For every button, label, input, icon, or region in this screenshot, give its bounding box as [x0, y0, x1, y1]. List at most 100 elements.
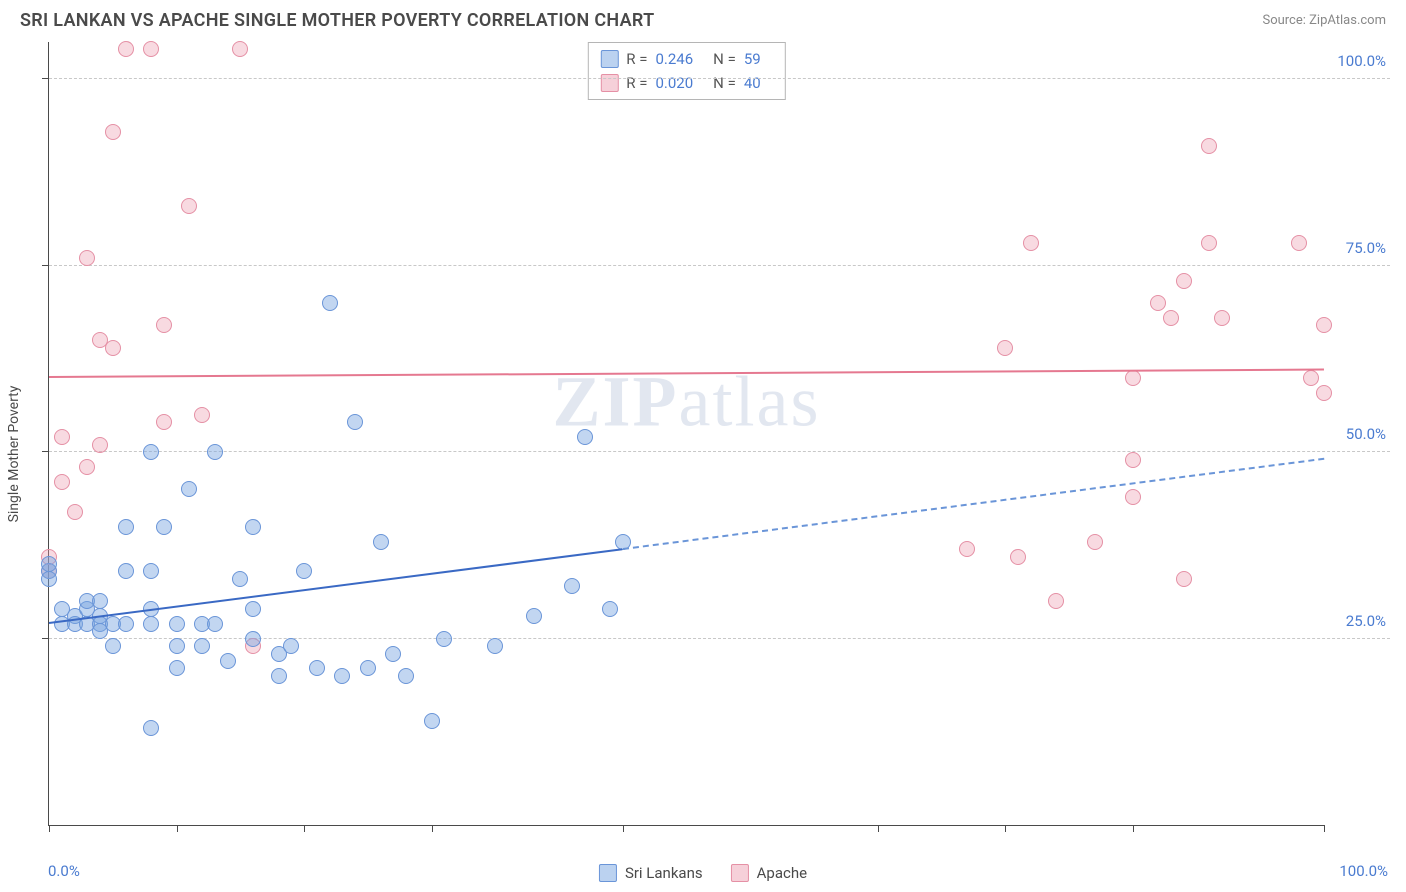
point-srilankan — [194, 638, 210, 654]
y-tick-label: 100.0% — [1337, 52, 1386, 70]
stat-n-a: 59 — [744, 47, 761, 71]
point-srilankan — [322, 295, 338, 311]
point-apache — [194, 407, 210, 423]
point-apache — [54, 474, 70, 490]
point-srilankan — [283, 638, 299, 654]
point-apache — [1176, 273, 1192, 289]
point-srilankan — [245, 631, 261, 647]
x-tick — [177, 825, 178, 832]
point-srilankan — [487, 638, 503, 654]
legend-label-a: Sri Lankans — [625, 864, 703, 882]
point-srilankan — [245, 601, 261, 617]
point-srilankan — [271, 668, 287, 684]
point-srilankan — [143, 720, 159, 736]
point-srilankan — [373, 534, 389, 550]
y-tick-label: 50.0% — [1346, 425, 1386, 443]
point-apache — [1010, 549, 1026, 565]
point-srilankan — [118, 563, 134, 579]
point-apache — [156, 414, 172, 430]
point-srilankan — [564, 578, 580, 594]
x-tick — [1324, 825, 1325, 832]
point-apache — [1125, 489, 1141, 505]
point-srilankan — [232, 571, 248, 587]
point-apache — [67, 504, 83, 520]
point-srilankan — [181, 481, 197, 497]
point-srilankan — [118, 519, 134, 535]
gridline — [49, 451, 1390, 452]
point-srilankan — [207, 616, 223, 632]
point-srilankan — [143, 563, 159, 579]
x-tick — [623, 825, 624, 832]
point-apache — [156, 317, 172, 333]
point-apache — [959, 541, 975, 557]
point-srilankan — [156, 519, 172, 535]
point-apache — [1291, 235, 1307, 251]
point-srilankan — [360, 660, 376, 676]
legend-swatch-b-icon — [731, 864, 749, 882]
point-srilankan — [118, 616, 134, 632]
gridline — [49, 265, 1390, 266]
point-apache — [997, 340, 1013, 356]
point-srilankan — [41, 571, 57, 587]
point-apache — [1176, 571, 1192, 587]
stats-legend: R = 0.246 N = 59 R = 0.020 N = 40 — [587, 42, 785, 100]
legend-bottom: Sri Lankans Apache — [599, 864, 807, 882]
point-apache — [1316, 385, 1332, 401]
point-apache — [1163, 310, 1179, 326]
point-srilankan — [436, 631, 452, 647]
x-tick — [304, 825, 305, 832]
point-apache — [118, 41, 134, 57]
stat-r-a: 0.246 — [655, 47, 693, 71]
x-tick — [878, 825, 879, 832]
point-apache — [105, 340, 121, 356]
legend-item-b: Apache — [731, 864, 807, 882]
stat-r-b: 0.020 — [655, 71, 693, 95]
point-srilankan — [398, 668, 414, 684]
y-tick-label: 25.0% — [1346, 612, 1386, 630]
point-srilankan — [169, 660, 185, 676]
x-tick — [1005, 825, 1006, 832]
x-min-label: 0.0% — [48, 862, 80, 880]
y-axis-label: Single Mother Poverty — [6, 386, 22, 523]
point-srilankan — [169, 616, 185, 632]
legend-label-b: Apache — [757, 864, 807, 882]
plot-area: ZIPatlas R = 0.246 N = 59 R = 0.020 N = … — [48, 42, 1324, 826]
point-srilankan — [143, 444, 159, 460]
legend-swatch-a-icon — [599, 864, 617, 882]
point-srilankan — [526, 608, 542, 624]
point-srilankan — [309, 660, 325, 676]
x-tick — [1133, 825, 1134, 832]
x-tick — [49, 825, 50, 832]
point-srilankan — [334, 668, 350, 684]
point-apache — [1023, 235, 1039, 251]
point-srilankan — [92, 593, 108, 609]
y-tick — [42, 78, 49, 79]
stats-row-a: R = 0.246 N = 59 — [600, 47, 772, 71]
point-srilankan — [207, 444, 223, 460]
point-apache — [1214, 310, 1230, 326]
point-apache — [54, 429, 70, 445]
swatch-b-icon — [600, 74, 618, 92]
point-apache — [79, 459, 95, 475]
point-srilankan — [577, 429, 593, 445]
stat-n-b: 40 — [744, 71, 761, 95]
chart-source: Source: ZipAtlas.com — [1262, 13, 1386, 28]
chart-title: SRI LANKAN VS APACHE SINGLE MOTHER POVER… — [20, 10, 654, 31]
point-apache — [92, 437, 108, 453]
y-tick — [42, 451, 49, 452]
point-srilankan — [143, 616, 159, 632]
point-apache — [1125, 370, 1141, 386]
point-srilankan — [245, 519, 261, 535]
point-apache — [181, 198, 197, 214]
point-apache — [1087, 534, 1103, 550]
point-srilankan — [424, 713, 440, 729]
point-srilankan — [602, 601, 618, 617]
point-apache — [79, 250, 95, 266]
point-srilankan — [169, 638, 185, 654]
point-apache — [1201, 235, 1217, 251]
point-srilankan — [105, 638, 121, 654]
point-apache — [232, 41, 248, 57]
y-tick — [42, 638, 49, 639]
point-apache — [1048, 593, 1064, 609]
point-srilankan — [385, 646, 401, 662]
